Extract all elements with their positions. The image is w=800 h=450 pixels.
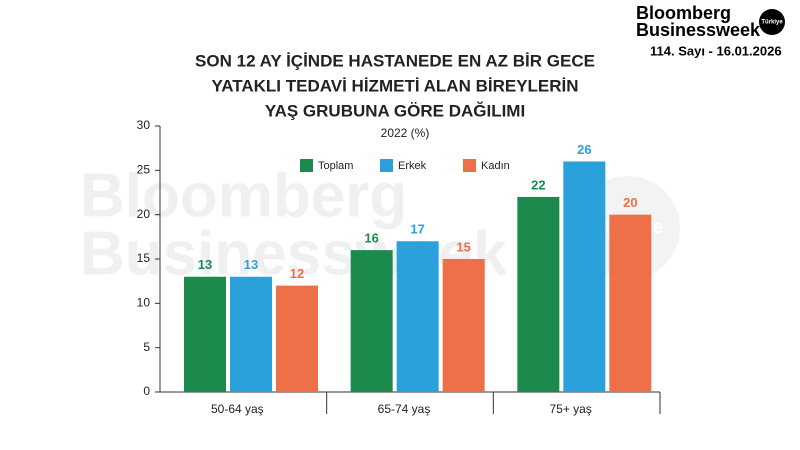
- value-label: 20: [623, 195, 637, 210]
- y-tick-label: 5: [143, 340, 150, 354]
- y-tick-label: 15: [137, 251, 151, 265]
- x-tick-label: 65-74 yaş: [378, 402, 431, 416]
- brand-badge: [759, 9, 785, 35]
- x-tick-label: 75+ yaş: [549, 402, 591, 416]
- y-tick-label: 0: [143, 384, 150, 398]
- legend-label: Toplam: [318, 160, 353, 172]
- y-tick-label: 20: [137, 207, 151, 221]
- chart-title: YAŞ GRUBUNA GÖRE DAĞILIMI: [265, 101, 525, 120]
- chart-title: SON 12 AY İÇİNDE HASTANEDE EN AZ BİR GEC…: [195, 51, 595, 70]
- bar: [276, 285, 318, 392]
- bar: [396, 241, 439, 392]
- legend-label: Erkek: [398, 160, 427, 172]
- y-tick-label: 30: [137, 118, 151, 132]
- bar: [609, 214, 652, 392]
- value-label: 16: [364, 231, 378, 246]
- value-label: 26: [577, 142, 591, 157]
- bar: [442, 259, 485, 392]
- legend-swatch: [463, 159, 476, 172]
- bar: [517, 196, 560, 392]
- bar: [184, 276, 226, 392]
- brand-name: Businessweek: [636, 20, 761, 40]
- legend-label: Kadın: [481, 160, 510, 172]
- value-label: 13: [244, 257, 258, 272]
- legend-swatch: [380, 159, 393, 172]
- y-tick-label: 10: [137, 296, 151, 310]
- brand-badge-text: Türkiye: [761, 20, 783, 26]
- bar: [563, 161, 606, 392]
- x-tick-label: 50-64 yaş: [211, 402, 264, 416]
- bar: [350, 250, 393, 392]
- legend-swatch: [300, 159, 313, 172]
- value-label: 13: [198, 257, 212, 272]
- bar: [230, 276, 272, 392]
- value-label: 12: [290, 266, 304, 281]
- brand-name: Bloomberg: [636, 3, 731, 23]
- issue: 114. Sayı - 16.01.2026: [650, 43, 782, 58]
- value-label: 17: [410, 222, 424, 237]
- chart-title: YATAKLI TEDAVİ HİZMETİ ALAN BİREYLERİN: [211, 76, 578, 95]
- y-tick-label: 25: [137, 163, 151, 177]
- value-label: 22: [531, 177, 545, 192]
- watermark: Bloomberg: [80, 161, 407, 230]
- subtitle: 2022 (%): [381, 126, 430, 140]
- value-label: 15: [456, 239, 470, 254]
